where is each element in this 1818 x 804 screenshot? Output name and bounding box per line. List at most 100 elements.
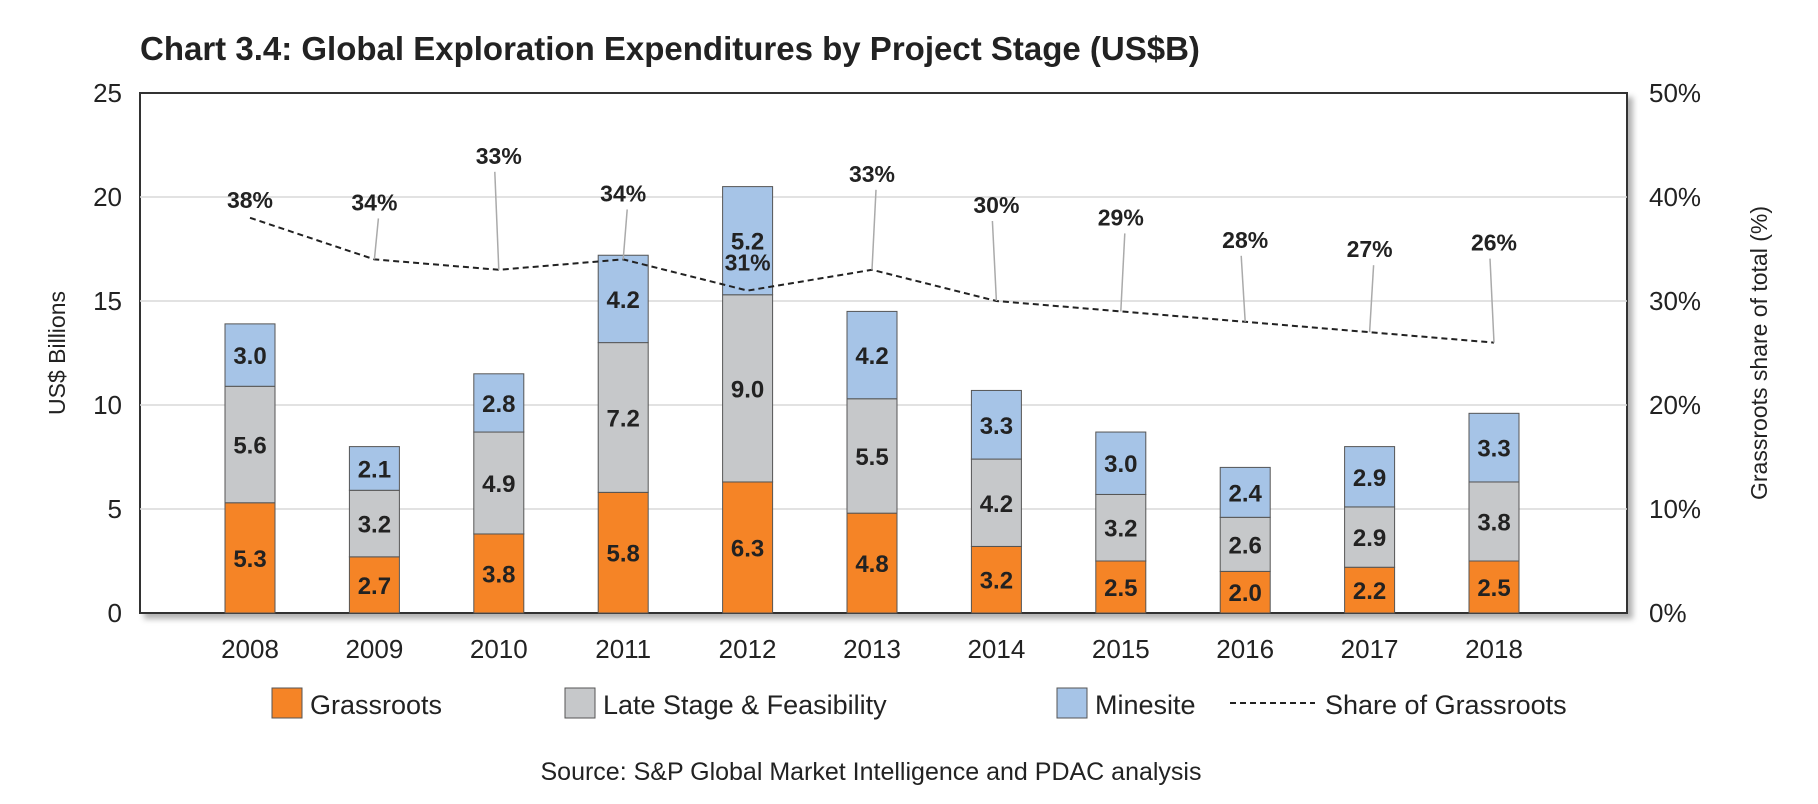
bar-segment [597,491,649,614]
bar-segment [348,489,400,558]
bar-value-label: 9.0 [731,376,764,403]
bar-value-label: 3.0 [1104,451,1137,478]
share-label: 33% [476,143,522,169]
y-tick-label: 25 [93,78,122,108]
leader-line [1120,233,1126,312]
chart-title: Chart 3.4: Global Exploration Expenditur… [140,30,1200,67]
bar-segment [224,385,276,504]
y-tick-label: 0 [108,598,122,628]
bar-segment [846,398,898,514]
bar-value-label: 2.9 [1353,525,1386,552]
share-label: 28% [1222,227,1268,253]
bar-segment [1344,566,1396,614]
share-line: 38% 34% 33% 34% 31% 33% 30% 29% 28% 27% 26% [227,143,1517,344]
bar-value-label: 3.2 [358,512,391,539]
bar-segment [348,446,400,491]
legend-swatch [271,687,303,719]
y2-tick-label: 40% [1649,182,1701,212]
bar-segment [1344,506,1396,568]
leader-line [1489,258,1495,343]
bar-value-label: 4.9 [482,471,515,498]
bar-value-label: 2.0 [1229,580,1262,607]
bar-segment [597,254,649,344]
bar-value-label: 6.3 [731,535,764,562]
bar-segment [846,512,898,614]
bar-value-label: 2.5 [1477,575,1510,602]
leader-line [494,171,500,270]
bar-value-label: 7.2 [607,405,640,432]
bar-segment [473,431,525,535]
bar-segment [224,323,276,387]
x-tick-label: 2016 [1216,634,1274,664]
bar-value-label: 5.2 [731,229,764,256]
bar-segment [1095,493,1147,562]
share-label: 30% [973,192,1019,218]
legend-swatch [1056,687,1088,719]
bar-segment [473,373,525,433]
bar-segment [846,310,898,400]
bar-segment [1468,412,1520,483]
legend-label: Share of Grassroots [1325,690,1567,720]
y-tick-label: 15 [93,286,122,316]
bar-segment [722,294,774,483]
legend-label: Minesite [1095,690,1196,720]
bar-segment [722,481,774,614]
bar-value-label: 4.2 [980,491,1013,518]
axes: 0 5 10 15 20 25 0% 10% 20% 30% 40% 50% 2008 2009 2010 2… [93,78,1701,664]
share-label: 34% [351,189,397,215]
legend-label: Grassroots [310,690,442,720]
y-tick-label: 20 [93,182,122,212]
y2-tick-label: 50% [1649,78,1701,108]
x-tick-label: 2012 [719,634,777,664]
leader-line [373,218,380,260]
leader-line [622,209,628,260]
y-tick-label: 5 [108,494,122,524]
bar-value-label: 2.5 [1104,575,1137,602]
bar-segment [224,502,276,614]
x-tick-label: 2013 [843,634,901,664]
share-label: 38% [227,187,273,213]
bar-segment [970,545,1022,614]
share-label: 29% [1098,204,1144,230]
share-label: 33% [849,161,895,187]
bar-segment [722,186,774,296]
bar-segment [1468,481,1520,562]
x-tick-label: 2008 [221,634,279,664]
bar-value-label: 3.8 [1477,509,1510,536]
bar-value-label: 2.8 [482,391,515,418]
bar-value-label: 2.7 [358,573,391,600]
bar-segment [1468,560,1520,614]
bars: 5.3 5.6 3.0 2.7 3.2 2.1 3.8 4.9 2.8 5.8 7.2 4.2 6.3 9… [224,186,1520,614]
leader-line [871,189,877,270]
x-tick-label: 2011 [595,634,651,664]
bar-value-label: 4.8 [855,551,888,578]
x-tick-label: 2015 [1092,634,1150,664]
bar-value-label: 2.4 [1229,480,1263,507]
bar-value-label: 5.8 [607,541,640,568]
leader-line [1240,255,1246,322]
bar-value-label: 3.2 [1104,516,1137,543]
legend-swatch [564,687,596,719]
x-tick-label: 2017 [1341,634,1399,664]
bar-segment [348,556,400,614]
bar-value-label: 2.9 [1353,465,1386,492]
y2-axis-label: Grassroots share of total (%) [1746,206,1772,500]
bar-value-label: 3.8 [482,561,515,588]
bar-value-label: 5.5 [855,444,888,471]
bar-segment [1344,446,1396,508]
bar-value-label: 4.2 [607,287,640,314]
bar-value-label: 2.1 [358,456,391,483]
y-tick-label: 10 [93,390,122,420]
share-label: 26% [1471,230,1517,256]
bar-value-label: 5.6 [233,433,266,460]
x-tick-label: 2010 [470,634,528,664]
bar-value-label: 4.2 [855,343,888,370]
bar-segment [970,458,1022,547]
share-label: 34% [600,180,646,206]
y-axis-label: US$ Billions [44,291,70,415]
y2-tick-label: 0% [1649,598,1687,628]
bar-segment [1095,560,1147,614]
share-label: 31% [725,250,771,276]
bar-segment [597,342,649,493]
bar-segment [1095,431,1147,495]
